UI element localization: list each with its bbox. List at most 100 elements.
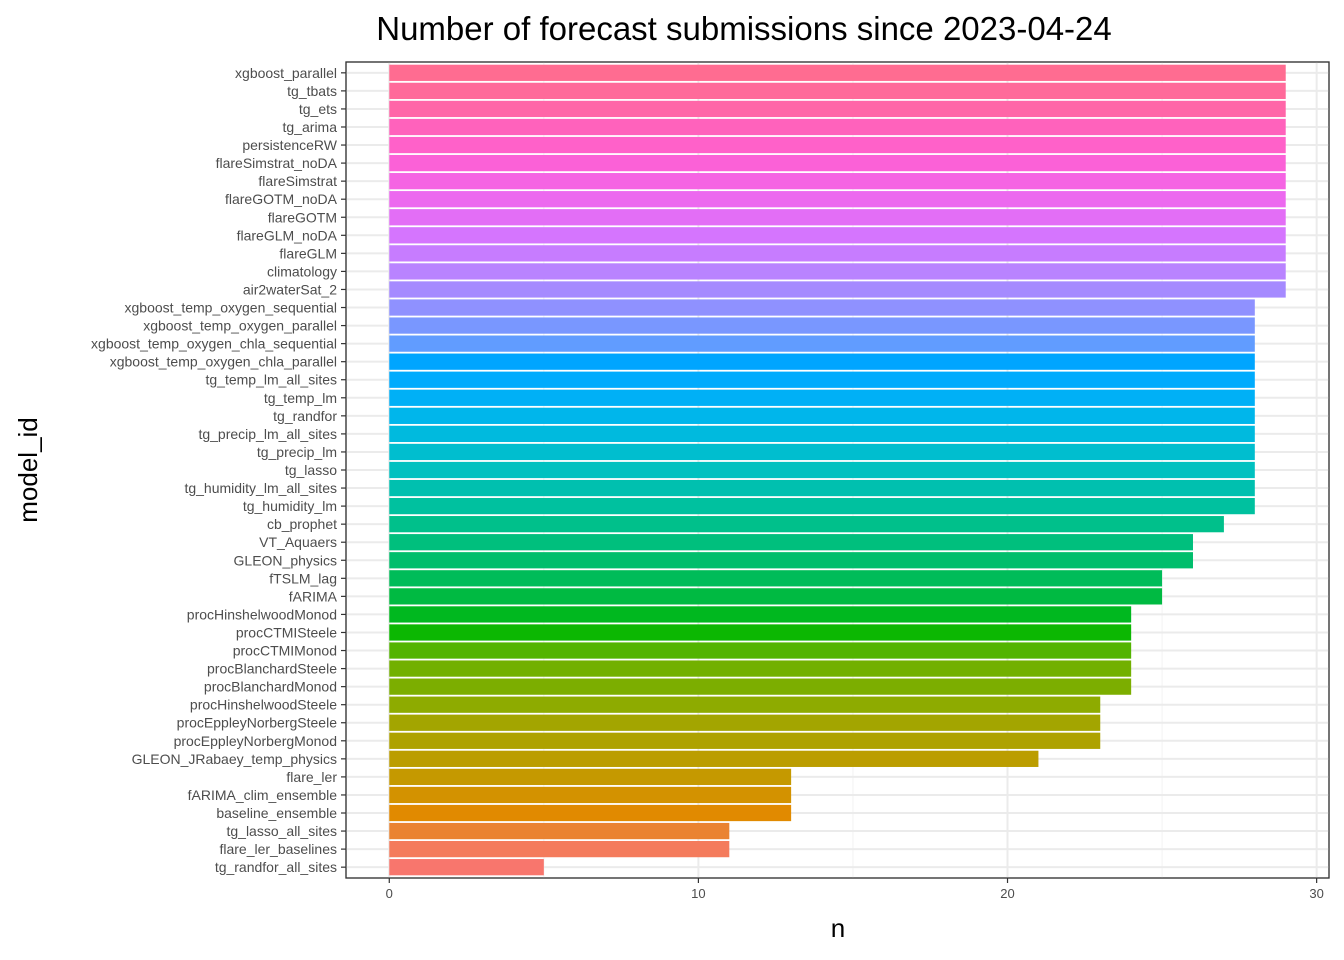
y-tick-label: fARIMA_clim_ensemble bbox=[188, 787, 338, 803]
bar-persistenceRW bbox=[389, 136, 1286, 154]
bar-flareGLM_noDA bbox=[389, 227, 1286, 244]
bar-tg_temp_lm_all_sites bbox=[389, 371, 1255, 388]
bar-GLEON_physics bbox=[389, 552, 1193, 569]
x-axis-ticks: 0 10 20 30 bbox=[386, 878, 1324, 901]
y-tick-label: climatology bbox=[267, 263, 337, 279]
y-tick-label: xgboost_temp_oxygen_chla_sequential bbox=[91, 336, 337, 352]
y-tick-label: flareSimstrat bbox=[258, 173, 337, 189]
bar-xgboost_temp_oxygen_parallel bbox=[389, 317, 1255, 334]
bar-tg_precip_lm bbox=[389, 443, 1255, 461]
bar-xgboost_temp_oxygen_chla_sequential bbox=[389, 335, 1255, 352]
bar-flare_ler bbox=[389, 768, 792, 786]
y-tick-label: tg_lasso bbox=[285, 462, 337, 478]
bar-VT_Aquaers bbox=[389, 534, 1193, 551]
y-tick-label: xgboost_parallel bbox=[235, 65, 337, 81]
y-tick-label: VT_Aquaers bbox=[259, 534, 337, 550]
bar-flareGOTM bbox=[389, 209, 1286, 226]
y-tick-label: tg_temp_lm_all_sites bbox=[205, 372, 337, 388]
bar-cb_prophet bbox=[389, 516, 1224, 533]
bar-procEppleyNorbergMonod bbox=[389, 732, 1101, 749]
x-axis-title: n bbox=[831, 913, 845, 943]
bar-tg_lasso bbox=[389, 461, 1255, 479]
bar-flareSimstrat bbox=[389, 173, 1286, 190]
bar-baseline_ensemble bbox=[389, 804, 792, 822]
y-tick-label: flare_ler_baselines bbox=[219, 841, 337, 857]
y-tick-label: procCTMIMonod bbox=[233, 643, 337, 659]
y-tick-label: flareGOTM bbox=[268, 209, 337, 225]
bar-tg_humidity_lm bbox=[389, 497, 1255, 515]
y-tick-label: tg_ets bbox=[299, 101, 337, 117]
y-tick-label: tg_lasso_all_sites bbox=[226, 823, 337, 839]
bar-flare_ler_baselines bbox=[389, 840, 730, 858]
bar-tg_precip_lm_all_sites bbox=[389, 425, 1255, 443]
bar-fARIMA_clim_ensemble bbox=[389, 786, 792, 804]
bar-tg_humidity_lm_all_sites bbox=[389, 479, 1255, 497]
y-tick-label: tg_precip_lm_all_sites bbox=[198, 426, 337, 442]
y-tick-label: air2waterSat_2 bbox=[243, 281, 337, 297]
bar-procCTMISteele bbox=[389, 624, 1132, 641]
x-tick-label: 10 bbox=[691, 886, 705, 901]
bar-flareSimstrat_noDA bbox=[389, 154, 1286, 172]
bar-flareGLM bbox=[389, 245, 1286, 262]
y-tick-label: xgboost_temp_oxygen_parallel bbox=[143, 318, 337, 334]
y-tick-label: fTSLM_lag bbox=[269, 570, 337, 586]
y-tick-label: flareGOTM_noDA bbox=[225, 191, 338, 207]
bar-flareGOTM_noDA bbox=[389, 191, 1286, 208]
bar-xgboost_parallel bbox=[389, 64, 1286, 81]
y-tick-label: procBlanchardMonod bbox=[204, 679, 337, 695]
bars bbox=[389, 64, 1286, 876]
y-tick-label: GLEON_physics bbox=[234, 552, 337, 568]
y-tick-label: procHinshelwoodSteele bbox=[190, 697, 337, 713]
bar-fTSLM_lag bbox=[389, 570, 1163, 587]
x-tick-label: 20 bbox=[1000, 886, 1014, 901]
y-tick-label: tg_humidity_lm_all_sites bbox=[184, 480, 337, 496]
bar-tg_randfor_all_sites bbox=[389, 859, 544, 876]
y-axis-ticks: xgboost_parallel tg_tbats tg_ets tg_arimape… bbox=[91, 65, 346, 875]
bar-xgboost_temp_oxygen_sequential bbox=[389, 299, 1255, 316]
bar-tg_lasso_all_sites bbox=[389, 822, 730, 840]
y-tick-label: GLEON_JRabaey_temp_physics bbox=[132, 751, 337, 767]
bar-GLEON_JRabaey_temp_physics bbox=[389, 750, 1039, 767]
y-tick-label: tg_randfor_all_sites bbox=[215, 859, 337, 875]
bar-procCTMIMonod bbox=[389, 642, 1132, 659]
y-tick-label: procCTMISteele bbox=[236, 624, 337, 640]
bar-tg_temp_lm bbox=[389, 389, 1255, 406]
y-tick-label: tg_humidity_lm bbox=[243, 498, 337, 514]
y-tick-label: flare_ler bbox=[286, 769, 337, 785]
y-tick-label: flareGLM_noDA bbox=[237, 227, 338, 243]
bar-tg_arima bbox=[389, 118, 1286, 136]
bar-xgboost_temp_oxygen_chla_parallel bbox=[389, 353, 1255, 370]
y-tick-label: persistenceRW bbox=[242, 137, 337, 153]
y-tick-label: procEppleyNorbergSteele bbox=[177, 715, 338, 731]
bar-procHinshelwoodSteele bbox=[389, 696, 1101, 713]
y-tick-label: tg_tbats bbox=[287, 83, 337, 99]
y-tick-label: tg_randfor bbox=[273, 408, 337, 424]
y-tick-label: tg_precip_lm bbox=[257, 444, 337, 460]
y-tick-label: flareGLM bbox=[279, 245, 337, 261]
y-tick-label: procBlanchardSteele bbox=[207, 661, 337, 677]
y-tick-label: flareSimstrat_noDA bbox=[216, 155, 338, 171]
y-tick-label: tg_arima bbox=[283, 119, 338, 135]
y-tick-label: procEppleyNorbergMonod bbox=[174, 733, 337, 749]
bar-procBlanchardSteele bbox=[389, 660, 1132, 677]
bar-climatology bbox=[389, 263, 1286, 280]
y-axis-title: model_id bbox=[13, 417, 43, 523]
y-tick-label: xgboost_temp_oxygen_chla_parallel bbox=[110, 354, 337, 370]
bar-procHinshelwoodMonod bbox=[389, 606, 1132, 623]
y-tick-label: baseline_ensemble bbox=[216, 805, 337, 821]
x-tick-label: 30 bbox=[1309, 886, 1323, 901]
bar-fARIMA bbox=[389, 588, 1163, 605]
y-tick-label: cb_prophet bbox=[267, 516, 337, 532]
y-tick-label: procHinshelwoodMonod bbox=[187, 606, 337, 622]
y-tick-label: tg_temp_lm bbox=[264, 390, 337, 406]
bar-tg_tbats bbox=[389, 82, 1286, 100]
bar-procEppleyNorbergSteele bbox=[389, 714, 1101, 731]
bar-procBlanchardMonod bbox=[389, 678, 1132, 695]
bar-tg_randfor bbox=[389, 407, 1255, 424]
bar-air2waterSat_2 bbox=[389, 281, 1286, 298]
bar-tg_ets bbox=[389, 100, 1286, 118]
y-tick-label: xgboost_temp_oxygen_sequential bbox=[125, 300, 338, 316]
y-tick-label: fARIMA bbox=[289, 588, 338, 604]
x-tick-label: 0 bbox=[386, 886, 393, 901]
